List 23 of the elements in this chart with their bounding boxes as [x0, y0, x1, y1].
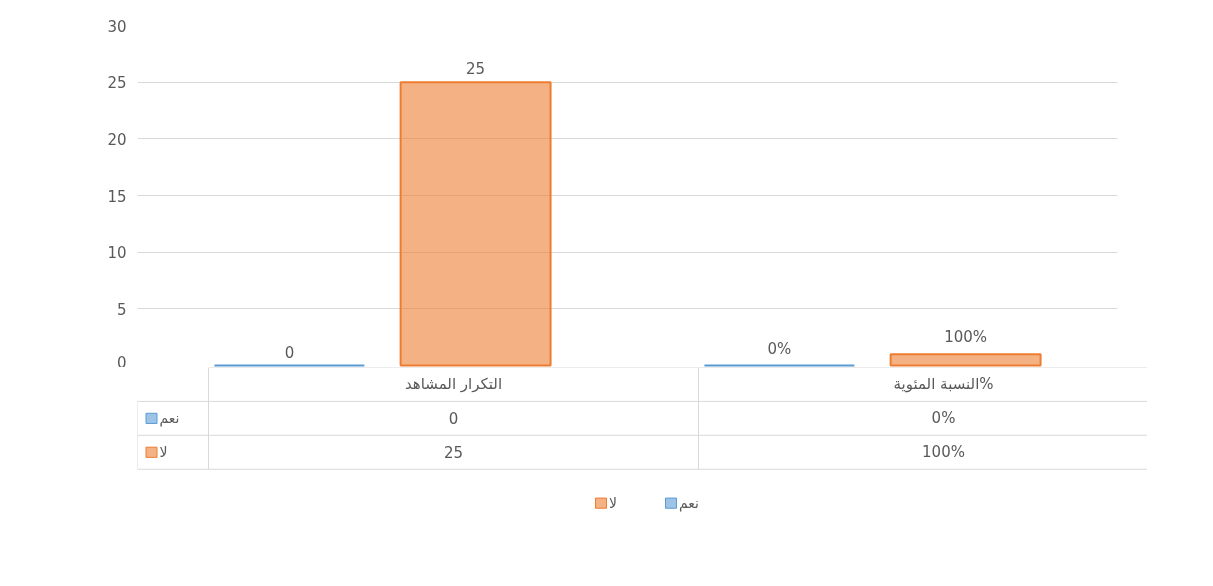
y-tick-label: 30 — [107, 17, 127, 36]
text: 0 — [284, 343, 295, 362]
y-tick-label: 0 — [116, 353, 127, 372]
legend-label: نعم — [159, 410, 180, 428]
y-tick-label: 20 — [107, 130, 127, 149]
data-label: 100% — [922, 443, 965, 462]
bar — [889, 353, 1042, 367]
data-label: 25 — [443, 444, 464, 463]
text: نعم — [679, 495, 699, 512]
text: 100% — [944, 328, 988, 347]
x-tick-label: النسبة المئوية% — [893, 375, 994, 394]
legend-label: لا — [609, 495, 617, 512]
y-tick-label: 25 — [107, 74, 127, 93]
y-tick-label: 10 — [107, 244, 127, 263]
y-tick-label: 15 — [107, 187, 127, 206]
text: لا — [159, 444, 168, 461]
data-label: 0 — [448, 410, 459, 429]
data-label: 0% — [931, 409, 956, 428]
text: 0% — [767, 339, 792, 358]
y-tick-label: 5 — [116, 300, 127, 319]
text: 25 — [466, 60, 486, 79]
bar — [399, 81, 552, 367]
x-tick-label: التكرار المشاهد — [404, 375, 503, 394]
